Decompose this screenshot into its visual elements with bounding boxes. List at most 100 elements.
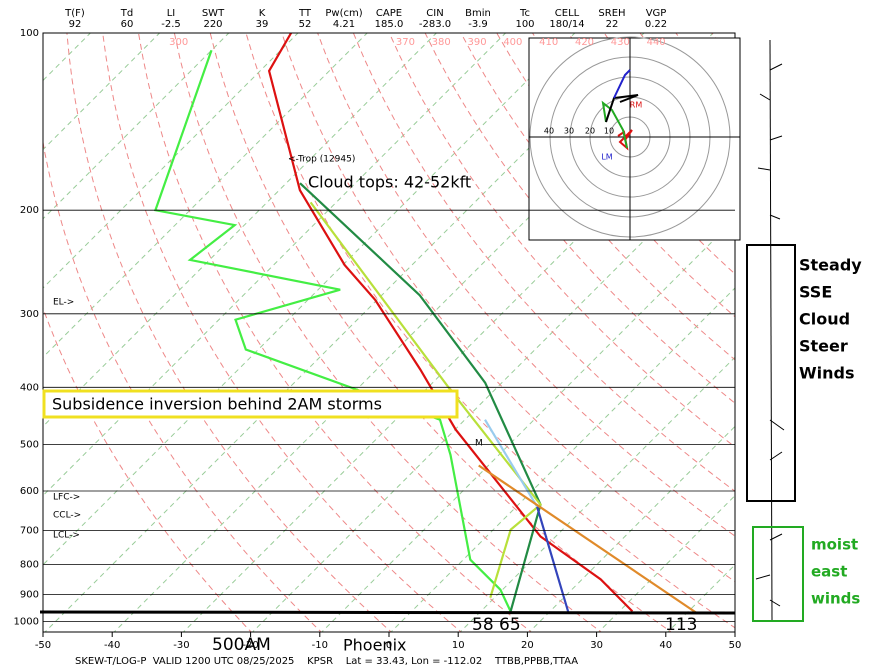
isotherm: [44, 33, 645, 632]
side-note: east: [811, 563, 847, 581]
annotation-box: [42, 389, 459, 419]
header-label: T(F): [64, 8, 85, 19]
isotherm: [251, 148, 735, 632]
y-tick-label: 700: [20, 525, 39, 536]
adiabat-label: 400: [503, 37, 522, 48]
isotherm: [321, 218, 735, 632]
header-label: Tc: [519, 8, 530, 19]
x-tick-label: -30: [173, 640, 189, 651]
dry-adiabat: [66, 33, 392, 632]
adiabat-label: 420: [575, 37, 594, 48]
isotherm: [390, 287, 735, 632]
x-tick-label: -10: [312, 640, 328, 651]
header-label: Bmin: [465, 8, 491, 19]
profile-line: [536, 506, 570, 614]
header-value: 220: [203, 19, 222, 30]
steady-box: [746, 244, 796, 502]
side-note: SSE: [799, 283, 832, 302]
annotation: Subsidence inversion behind 2AM storms: [52, 395, 382, 414]
hodo-label: 10: [604, 127, 614, 136]
header-label: Pw(cm): [325, 8, 362, 19]
header-value: 0.22: [645, 19, 667, 30]
header-value: 52: [299, 19, 312, 30]
isotherm: [182, 79, 735, 632]
hodo-trace: [613, 69, 631, 99]
level-label: M: [475, 439, 483, 449]
x-tick-label: -20: [242, 640, 258, 651]
y-tick-label: 100: [20, 28, 39, 39]
level-label: CCL->: [53, 511, 81, 521]
header-label: CIN: [426, 8, 443, 19]
header-value: 22: [606, 19, 619, 30]
isotherm: [43, 33, 437, 428]
surface-line: [39, 610, 736, 615]
x-tick-label: 50: [729, 640, 742, 651]
plot-area: [43, 33, 735, 632]
y-tick-label: 1000: [14, 617, 39, 628]
header-value: -283.0: [419, 19, 451, 30]
profile-line: [309, 201, 543, 599]
hodo-trace: [605, 94, 639, 123]
hodo-label: 30: [564, 127, 574, 136]
header-value: 4.21: [333, 19, 355, 30]
header-value: 60: [121, 19, 134, 30]
header-label: TT: [298, 8, 312, 19]
annotation: Phoenix: [343, 636, 406, 655]
x-tick-label: 0: [386, 640, 392, 651]
profile-line: [478, 464, 699, 615]
dry-adiabat: [138, 33, 533, 632]
header-label: SWT: [202, 8, 225, 19]
header-label: CAPE: [376, 8, 402, 19]
x-tick-label: 10: [452, 640, 465, 651]
header-value: 185.0: [375, 19, 404, 30]
adiabat-label: 410: [539, 37, 558, 48]
hodograph-frame: [528, 37, 741, 241]
dry-adiabat: [317, 33, 735, 537]
y-tick-label: 300: [20, 309, 39, 320]
annotation: 500AM: [212, 635, 271, 655]
annotation: 113: [665, 615, 697, 635]
dry-adiabat: [352, 33, 735, 492]
side-note: winds: [811, 590, 860, 608]
header-value: -3.9: [468, 19, 488, 30]
wind-column: [755, 39, 785, 621]
hodo-trace: [601, 100, 628, 149]
x-tick-label: -50: [35, 640, 51, 651]
hodo-label: RM: [630, 101, 643, 110]
isotherm: [113, 33, 714, 632]
level-label: LFC->: [53, 493, 80, 503]
annotation: 58 65: [472, 615, 521, 635]
header-label: SREH: [598, 8, 625, 19]
hodo-label: LM: [601, 153, 612, 162]
x-tick-label: 20: [521, 640, 534, 651]
adiabat-label: 380: [432, 37, 451, 48]
hodo-label: 20: [585, 127, 595, 136]
dry-adiabat: [102, 33, 462, 632]
hodograph: [528, 36, 741, 241]
dry-adiabat: [496, 33, 735, 318]
isotherm: [43, 33, 506, 497]
side-note: Cloud: [799, 310, 850, 329]
dry-adiabat: [43, 139, 322, 632]
isotherm: [43, 33, 576, 566]
dry-adiabat: [209, 33, 673, 632]
header-value: 180/14: [549, 19, 584, 30]
adiabat-label: 370: [396, 37, 415, 48]
header-label: K: [259, 8, 266, 19]
header-label: VGP: [646, 8, 667, 19]
profile-line: [484, 419, 539, 508]
adiabat-label: 430: [611, 37, 630, 48]
x-tick-label: -40: [104, 640, 120, 651]
hodo-label: 40: [544, 127, 554, 136]
y-tick-label: 200: [20, 205, 39, 216]
level-label: <-Trop (12945): [288, 155, 355, 165]
annotation: Cloud tops: 42-52kft: [308, 173, 471, 192]
header-label: Td: [120, 8, 133, 19]
adiabat-label: 440: [647, 37, 666, 48]
header-value: -2.5: [161, 19, 181, 30]
y-tick-label: 600: [20, 486, 39, 497]
footer: SKEW-T/LOG-P VALID 1200 UTC 08/25/2025 K…: [75, 656, 578, 667]
header-value: 39: [256, 19, 269, 30]
